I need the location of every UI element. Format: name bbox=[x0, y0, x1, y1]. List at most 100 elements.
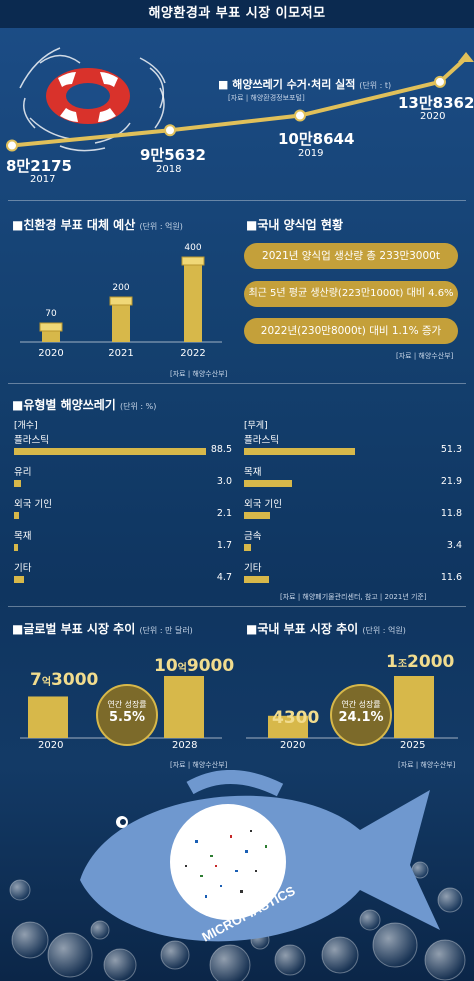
coin-stack-icon bbox=[181, 256, 205, 266]
global-buoy-unit: (단위 : 만 달러) bbox=[139, 626, 193, 635]
count-bar bbox=[14, 448, 206, 455]
waste-unit: (단위 : t) bbox=[359, 81, 392, 90]
weight-value: 11.8 bbox=[440, 508, 462, 519]
count-label: 플라스틱 bbox=[14, 435, 49, 446]
domestic-year-2020: 2020 bbox=[280, 740, 306, 751]
weight-bar bbox=[244, 512, 270, 519]
weight-label: 기타 bbox=[244, 563, 262, 574]
count-subhead: [개수] bbox=[14, 421, 38, 431]
waste-point-2018 bbox=[164, 124, 176, 137]
global-growth-badge: 연간 성장률 5.5% bbox=[96, 684, 158, 746]
fish-fin bbox=[186, 770, 284, 797]
section-divider bbox=[8, 383, 466, 384]
weight-bar bbox=[244, 576, 270, 583]
aquaculture-source: [자료 | 해양수산부] bbox=[396, 352, 454, 360]
count-bar bbox=[14, 544, 18, 551]
budget-bar-2021 bbox=[112, 302, 130, 342]
waste-source: [자료 | 해양환경정보포털] bbox=[228, 94, 305, 102]
domestic-growth-value: 24.1% bbox=[338, 710, 384, 725]
count-row: 기타 4.7 bbox=[14, 560, 232, 590]
weight-row: 금속 3.4 bbox=[244, 528, 462, 558]
weight-value: 3.4 bbox=[446, 540, 462, 551]
section-divider bbox=[8, 200, 466, 201]
weight-label: 외국 기인 bbox=[244, 499, 282, 510]
budget-year-2022: 2022 bbox=[180, 348, 205, 359]
count-bar bbox=[14, 576, 25, 583]
waste-year-2019: 2019 bbox=[298, 148, 324, 159]
weight-label: 플라스틱 bbox=[244, 435, 279, 446]
budget-bar-chart: 70 2020 200 2021 400 2022 bbox=[20, 243, 222, 359]
waste-type-source: [자료 | 해양폐기물관리센터, 참고 | 2021년 기준] bbox=[280, 593, 427, 601]
count-value: 88.5 bbox=[210, 444, 232, 455]
budget-title: ■친환경 부표 대체 예산 (단위 : 억원) bbox=[12, 218, 183, 232]
budget-value-2021: 200 bbox=[112, 283, 129, 293]
domestic-buoy-title-text: 국내 부표 시장 추이 bbox=[257, 622, 359, 636]
count-value: 2.1 bbox=[216, 508, 232, 519]
count-row: 플라스틱 88.5 bbox=[14, 432, 232, 462]
weight-value: 51.3 bbox=[440, 444, 462, 455]
aquaculture-title: ■국내 양식업 현황 bbox=[246, 218, 343, 232]
coin-stack-icon bbox=[109, 296, 133, 306]
count-value: 3.0 bbox=[216, 476, 232, 487]
weight-value: 21.9 bbox=[440, 476, 462, 487]
waste-year-2020: 2020 bbox=[420, 111, 446, 122]
global-bar-2028 bbox=[164, 676, 204, 738]
count-bar bbox=[14, 480, 21, 487]
aquaculture-fact-2: 최근 5년 평균 생산량(223만1000t) 대비 4.6% bbox=[244, 281, 458, 307]
budget-year-2021: 2021 bbox=[108, 348, 133, 359]
microplastics-fish-illustration: MICROPIASTICS bbox=[9, 770, 466, 981]
global-growth-label: 연간 성장률 bbox=[107, 700, 147, 709]
aquaculture-fact-1: 2021년 양식업 생산량 총 233만3000t bbox=[244, 243, 458, 269]
weight-bar bbox=[244, 480, 292, 487]
global-2020-value: 7억3000 bbox=[30, 670, 99, 690]
domestic-bar-2020 bbox=[268, 715, 308, 738]
count-bar-chart: 플라스틱 88.5 유리 3.0 외국 기인 2.1 목재 1.7 기타 4.7 bbox=[14, 432, 232, 592]
count-label: 기타 bbox=[14, 563, 32, 574]
weight-row: 플라스틱 51.3 bbox=[244, 432, 462, 462]
waste-label-2020: 13만8362 bbox=[398, 94, 474, 112]
budget-bar-2022 bbox=[184, 262, 202, 342]
weight-row: 목재 21.9 bbox=[244, 464, 462, 494]
waste-line-chart bbox=[6, 52, 474, 152]
aquaculture-fact-3: 2022년(230만8000t) 대비 1.1% 증가 bbox=[244, 318, 458, 344]
domestic-buoy-unit: (단위 : 억원) bbox=[362, 626, 406, 635]
page-title: 해양환경과 부표 시장 이모저모 bbox=[0, 0, 474, 28]
budget-unit: (단위 : 억원) bbox=[139, 222, 183, 231]
global-source: [자료 | 해양수산부] bbox=[170, 761, 228, 769]
microplastic-particles bbox=[185, 830, 267, 898]
weight-bar-chart: 플라스틱 51.3 목재 21.9 외국 기인 11.8 금속 3.4 기타 11.6 bbox=[244, 432, 462, 592]
domestic-source: [자료 | 해양수산부] bbox=[398, 761, 456, 769]
arrow-head-icon bbox=[458, 52, 474, 62]
waste-type-unit: (단위 : %) bbox=[120, 402, 157, 411]
waste-type-title-text: 유형별 해양쓰레기 bbox=[23, 398, 116, 412]
weight-bar bbox=[244, 544, 252, 551]
domestic-growth-label: 연간 성장률 bbox=[341, 700, 381, 709]
domestic-year-2025: 2025 bbox=[400, 740, 426, 751]
count-label: 목재 bbox=[14, 531, 32, 542]
global-2028-value: 10억9000 bbox=[154, 656, 235, 676]
waste-year-2018: 2018 bbox=[156, 164, 182, 175]
lifebuoy-illustration bbox=[19, 47, 166, 152]
waste-title-text: 해양쓰레기 수거·처리 실적 bbox=[232, 78, 356, 91]
count-value: 1.7 bbox=[216, 540, 232, 551]
waste-label-2017: 8만2175 bbox=[6, 157, 72, 175]
weight-subhead: [무게] bbox=[244, 421, 268, 431]
domestic-growth-badge: 연간 성장률 24.1% bbox=[330, 684, 392, 746]
coin-stack-icon bbox=[39, 322, 63, 332]
weight-label: 목재 bbox=[244, 467, 262, 478]
waste-point-2020 bbox=[434, 75, 446, 88]
budget-source: [자료 | 해양수산부] bbox=[170, 370, 228, 378]
waste-point-2019 bbox=[294, 109, 306, 122]
count-row: 외국 기인 2.1 bbox=[14, 496, 232, 526]
budget-value-2020: 70 bbox=[45, 309, 57, 319]
fish-pupil bbox=[120, 819, 126, 825]
global-year-2020: 2020 bbox=[38, 740, 64, 751]
domestic-bar-2025 bbox=[394, 676, 434, 738]
budget-year-2020: 2020 bbox=[38, 348, 63, 359]
count-bar bbox=[14, 512, 19, 519]
domestic-2020-value: 4300 bbox=[272, 708, 320, 728]
count-label: 유리 bbox=[14, 467, 32, 478]
global-buoy-title-text: 글로벌 부표 시장 추이 bbox=[23, 622, 136, 636]
weight-row: 외국 기인 11.8 bbox=[244, 496, 462, 526]
